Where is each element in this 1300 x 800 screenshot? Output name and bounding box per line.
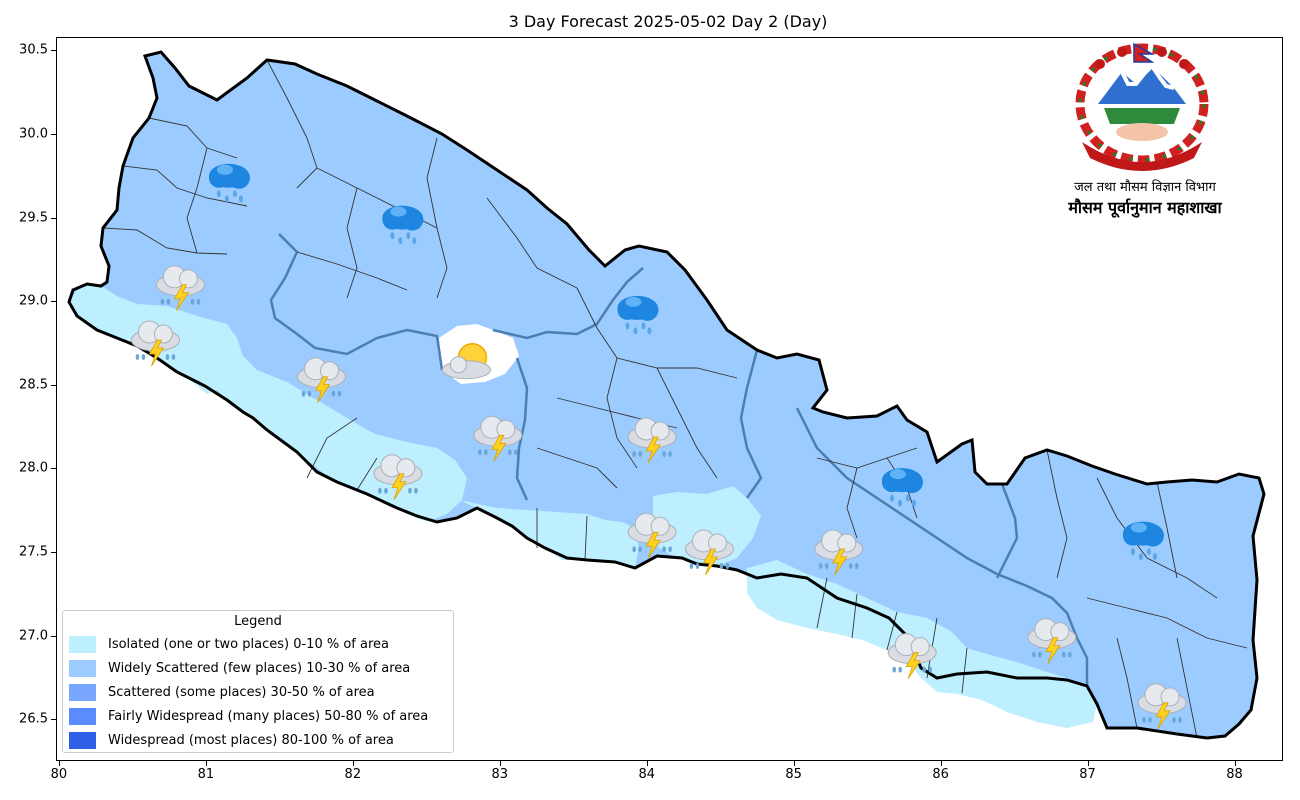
x-tick-mark [940,761,942,766]
thunderstorm-icon [887,633,937,679]
legend-item-isolated: Isolated (one or two places) 0-10 % of a… [69,635,389,653]
x-tick-mark [58,761,60,766]
x-tick-label: 87 [1079,767,1096,782]
x-tick-mark [1234,761,1236,766]
thunderstorm-icon [814,529,864,576]
y-tick-mark [51,635,56,637]
legend-title: Legend [234,614,282,629]
x-tick-mark [352,761,354,766]
thunderstorm-icon [373,454,423,500]
y-tick-label: 30.5 [19,42,48,58]
legend-swatch [69,635,96,653]
x-tick-mark [205,761,207,766]
rain-icon [1122,521,1164,561]
isolated-zone-chitwan [653,486,761,566]
thunderstorm-icon [130,320,180,367]
rain-icon [382,205,424,245]
legend-swatch [69,731,96,749]
thunderstorm-icon [627,417,677,464]
legend-label: Widely Scattered (few places) 10-30 % of… [108,660,411,676]
x-tick-label: 80 [50,767,68,782]
thunderstorm-icon [473,415,523,462]
rain-icon [617,295,659,335]
figure-title: 3 Day Forecast 2025-05-02 Day 2 (Day) [508,12,828,31]
legend-label: Scattered (some places) 30-50 % of area [108,684,375,700]
y-tick-label: 28.5 [19,377,48,393]
x-tick-label: 85 [785,767,802,782]
y-tick-mark [51,468,56,470]
y-tick-mark [51,719,56,721]
x-tick-label: 83 [491,767,509,782]
x-tick-mark [646,761,648,766]
legend-swatch [69,659,96,677]
y-tick-label: 29.0 [19,293,48,309]
thunderstorm-icon [1027,618,1077,664]
legend-swatch [69,683,96,701]
y-tick-mark [51,384,56,386]
nepal-base-region [69,52,1264,738]
thunderstorm-icon [627,512,677,559]
legend-item-widespread: Widespread (most places) 80-100 % of are… [69,731,394,749]
y-tick-mark [51,133,56,135]
province-borders [269,233,1089,686]
y-tick-mark [51,217,56,219]
x-tick-mark [1087,761,1089,766]
rain-icon [881,468,923,507]
thunderstorm-icon [155,265,205,312]
x-tick-mark [793,761,795,766]
y-tick-mark [51,301,56,303]
legend-label: Fairly Widespread (many places) 50-80 % … [108,708,429,724]
legend-label: Isolated (one or two places) 0-10 % of a… [108,636,389,652]
map-plot-area [56,37,1283,761]
department-name: जल तथा मौसम विज्ञान विभाग [1074,180,1216,195]
forecast-icon-layer [130,163,1187,730]
y-tick-label: 29.5 [19,210,48,226]
legend-item-scattered: Scattered (some places) 30-50 % of area [69,683,375,701]
x-tick-label: 88 [1226,767,1243,782]
legend-item-widely-scattered: Widely Scattered (few places) 10-30 % of… [69,659,410,677]
x-tick-mark [499,761,501,766]
government-emblem [1075,42,1209,171]
legend-label: Widespread (most places) 80-100 % of are… [108,732,394,748]
legend-item-fairly-widespread: Fairly Widespread (many places) 50-80 % … [69,707,428,725]
thunderstorm-icon [1137,683,1187,730]
isolated-zone-central-terai [459,500,639,568]
x-tick-label: 86 [932,767,949,782]
y-tick-mark [51,551,56,553]
y-tick-mark [51,50,56,52]
partly-cloudy-icon [441,342,491,380]
y-tick-label: 26.5 [19,711,48,727]
y-tick-label: 27.0 [19,628,48,644]
y-tick-label: 30.0 [19,126,48,142]
nepal-map [67,50,1266,740]
legend-swatch [69,707,96,725]
thunderstorm-icon [297,357,347,403]
rain-icon [208,163,250,203]
y-tick-label: 28.0 [19,460,48,476]
thunderstorm-icon [684,529,734,576]
division-name: मौसम पूर्वानुमान महाशाखा [1068,198,1222,217]
legend-box: Legend Isolated (one or two places) 0-10… [62,610,454,753]
x-tick-label: 84 [638,767,655,782]
x-tick-label: 81 [197,767,215,782]
nepal-outline [67,50,1266,740]
x-tick-label: 82 [344,767,362,782]
y-tick-label: 27.5 [19,544,48,560]
